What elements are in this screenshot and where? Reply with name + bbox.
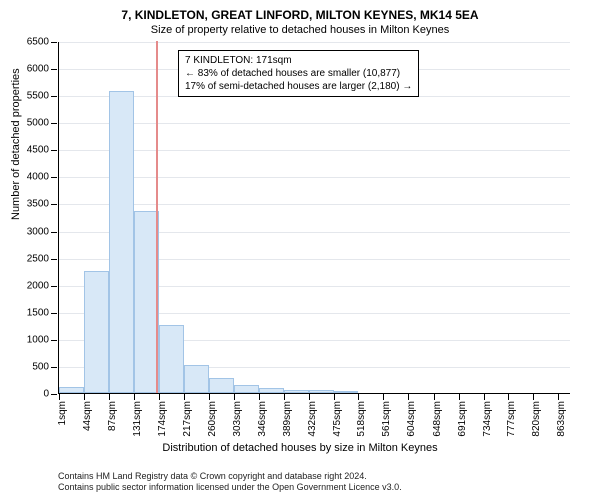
x-tick-label: 346sqm — [257, 401, 268, 437]
bar — [334, 391, 359, 393]
y-tick-label: 6000 — [27, 64, 59, 75]
x-tick-label: 174sqm — [157, 401, 168, 437]
x-axis-label: Distribution of detached houses by size … — [0, 442, 600, 454]
y-tick-label: 2000 — [27, 280, 59, 291]
x-tick-label: 691sqm — [457, 401, 468, 437]
x-tick-label: 475sqm — [332, 401, 343, 437]
x-tick-label: 561sqm — [381, 401, 392, 437]
y-tick-label: 4000 — [27, 172, 59, 183]
bar — [209, 378, 234, 393]
x-tick — [309, 394, 310, 400]
x-tick-label: 518sqm — [356, 401, 367, 437]
gridline — [59, 150, 570, 151]
title-main: 7, KINDLETON, GREAT LINFORD, MILTON KEYN… — [0, 0, 600, 22]
y-tick-label: 2500 — [27, 253, 59, 264]
x-tick — [508, 394, 509, 400]
bar — [159, 325, 184, 393]
bar — [184, 365, 209, 393]
x-tick-label: 217sqm — [182, 401, 193, 437]
bar — [84, 271, 109, 393]
gridline — [59, 42, 570, 43]
x-tick — [408, 394, 409, 400]
x-tick — [184, 394, 185, 400]
x-tick — [59, 394, 60, 400]
x-tick — [284, 394, 285, 400]
y-tick-label: 500 — [32, 361, 59, 372]
footer-line-2: Contains public sector information licen… — [58, 482, 402, 494]
y-axis-label: Number of detached properties — [10, 68, 22, 220]
x-tick-label: 432sqm — [307, 401, 318, 437]
x-tick-label: 131sqm — [132, 401, 143, 437]
bar — [284, 390, 309, 393]
x-tick-label: 389sqm — [282, 401, 293, 437]
bar — [134, 211, 159, 393]
x-tick — [558, 394, 559, 400]
x-tick-label: 777sqm — [506, 401, 517, 437]
title-sub: Size of property relative to detached ho… — [0, 22, 600, 36]
y-tick-label: 5000 — [27, 118, 59, 129]
y-tick-label: 6500 — [27, 37, 59, 48]
y-tick-label: 3000 — [27, 226, 59, 237]
x-tick — [109, 394, 110, 400]
x-tick — [484, 394, 485, 400]
x-tick — [434, 394, 435, 400]
x-tick — [209, 394, 210, 400]
chart: 0500100015002000250030003500400045005000… — [58, 42, 570, 394]
x-tick — [334, 394, 335, 400]
annotation-line: ← 83% of detached houses are smaller (10… — [185, 67, 412, 80]
x-tick-label: 260sqm — [207, 401, 218, 437]
bar — [109, 91, 134, 393]
annotation-box: 7 KINDLETON: 171sqm← 83% of detached hou… — [178, 50, 419, 97]
y-tick-label: 1000 — [27, 334, 59, 345]
x-tick — [383, 394, 384, 400]
bar — [259, 388, 284, 393]
x-tick — [234, 394, 235, 400]
y-tick-label: 1500 — [27, 307, 59, 318]
x-tick — [533, 394, 534, 400]
x-tick-label: 820sqm — [531, 401, 542, 437]
annotation-line: 17% of semi-detached houses are larger (… — [185, 80, 412, 93]
y-tick-label: 4500 — [27, 145, 59, 156]
x-tick — [358, 394, 359, 400]
x-tick-label: 303sqm — [232, 401, 243, 437]
y-tick-label: 5500 — [27, 91, 59, 102]
bar — [59, 387, 84, 393]
gridline — [59, 123, 570, 124]
gridline — [59, 204, 570, 205]
footer-line-1: Contains HM Land Registry data © Crown c… — [58, 471, 402, 483]
x-tick-label: 734sqm — [482, 401, 493, 437]
marker-line — [156, 41, 158, 393]
bar — [234, 385, 259, 393]
x-tick-label: 863sqm — [556, 401, 567, 437]
x-tick — [159, 394, 160, 400]
x-tick-label: 648sqm — [432, 401, 443, 437]
y-tick-label: 3500 — [27, 199, 59, 210]
x-tick — [84, 394, 85, 400]
annotation-line: 7 KINDLETON: 171sqm — [185, 54, 412, 67]
x-tick-label: 604sqm — [406, 401, 417, 437]
footer: Contains HM Land Registry data © Crown c… — [58, 471, 402, 494]
x-tick-label: 87sqm — [107, 401, 118, 431]
x-tick — [134, 394, 135, 400]
x-tick-label: 44sqm — [82, 401, 93, 431]
x-tick — [259, 394, 260, 400]
x-tick-label: 1sqm — [57, 401, 68, 425]
x-tick — [459, 394, 460, 400]
y-tick-label: 0 — [43, 389, 59, 400]
bar — [309, 390, 334, 393]
gridline — [59, 177, 570, 178]
